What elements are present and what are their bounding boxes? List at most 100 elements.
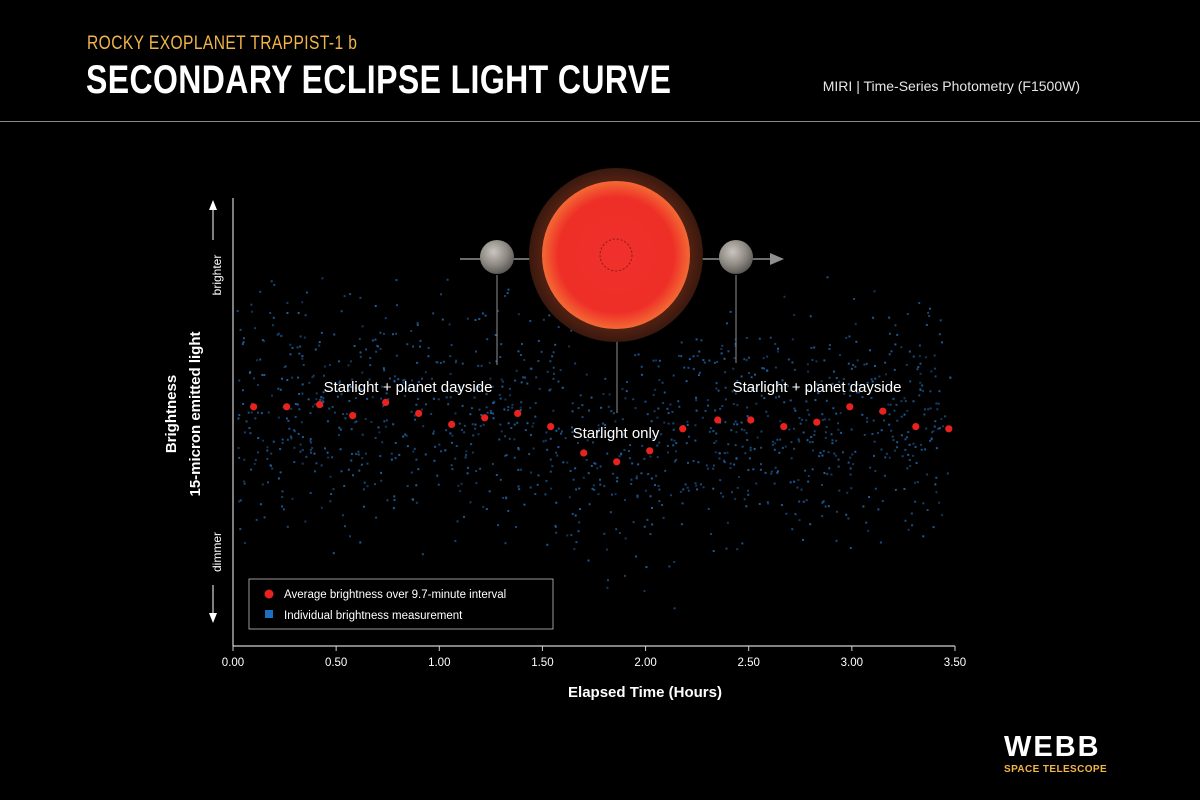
individual-measurement-point xyxy=(670,438,673,441)
individual-measurement-point xyxy=(408,386,411,389)
individual-measurement-point xyxy=(269,464,272,467)
individual-measurement-point xyxy=(555,451,558,454)
individual-measurement-point xyxy=(322,397,325,400)
individual-measurement-point xyxy=(485,406,488,409)
individual-measurement-point xyxy=(896,333,899,336)
individual-measurement-point xyxy=(808,441,811,444)
individual-measurement-point xyxy=(762,367,765,370)
individual-measurement-point xyxy=(630,482,633,485)
individual-measurement-point xyxy=(396,304,399,307)
individual-measurement-point xyxy=(249,370,252,373)
individual-measurement-point xyxy=(786,384,789,387)
individual-measurement-point xyxy=(821,419,824,422)
individual-measurement-point xyxy=(934,375,937,378)
individual-measurement-point xyxy=(926,473,929,476)
individual-measurement-point xyxy=(571,426,574,429)
individual-measurement-point xyxy=(621,388,624,391)
individual-measurement-point xyxy=(376,345,379,348)
individual-measurement-point xyxy=(263,516,266,519)
individual-measurement-point xyxy=(756,436,759,439)
individual-measurement-point xyxy=(632,431,635,434)
individual-measurement-point xyxy=(256,451,259,454)
individual-measurement-point xyxy=(914,445,917,448)
individual-measurement-point xyxy=(290,437,293,440)
individual-measurement-point xyxy=(599,465,602,468)
individual-measurement-point xyxy=(371,339,374,342)
individual-measurement-point xyxy=(807,370,810,373)
individual-measurement-point xyxy=(402,381,405,384)
individual-measurement-point xyxy=(900,434,903,437)
individual-measurement-point xyxy=(366,462,369,465)
individual-measurement-point xyxy=(517,485,520,488)
individual-measurement-point xyxy=(812,449,815,452)
individual-measurement-point xyxy=(797,479,800,482)
individual-measurement-point xyxy=(671,410,674,413)
individual-measurement-point xyxy=(517,448,520,451)
individual-measurement-point xyxy=(734,420,737,423)
individual-measurement-point xyxy=(618,532,621,535)
individual-measurement-point xyxy=(557,427,560,430)
individual-measurement-point xyxy=(837,422,840,425)
individual-measurement-point xyxy=(877,508,880,511)
individual-measurement-point xyxy=(290,407,293,410)
individual-measurement-point xyxy=(758,502,761,505)
individual-measurement-point xyxy=(849,547,852,550)
individual-measurement-point xyxy=(481,312,484,315)
individual-measurement-point xyxy=(627,450,630,453)
individual-measurement-point xyxy=(630,478,633,481)
individual-measurement-point xyxy=(361,371,364,374)
individual-measurement-point xyxy=(552,366,555,369)
individual-measurement-point xyxy=(529,434,532,437)
individual-measurement-point xyxy=(736,486,739,489)
x-tick-label: 1.00 xyxy=(428,657,450,669)
individual-measurement-point xyxy=(534,493,537,496)
individual-measurement-point xyxy=(774,466,777,469)
webb-logo: WEBB SPACE TELESCOPE xyxy=(1004,732,1122,775)
individual-measurement-point xyxy=(644,489,647,492)
individual-measurement-point xyxy=(271,467,274,470)
individual-measurement-point xyxy=(923,413,926,416)
individual-measurement-point xyxy=(341,514,344,517)
individual-measurement-point xyxy=(588,409,591,412)
individual-measurement-point xyxy=(314,348,317,351)
individual-measurement-point xyxy=(805,400,808,403)
individual-measurement-point xyxy=(458,422,461,425)
individual-measurement-point xyxy=(518,488,521,491)
individual-measurement-point xyxy=(338,434,341,437)
individual-measurement-point xyxy=(277,477,280,480)
individual-measurement-point xyxy=(506,292,509,295)
individual-measurement-point xyxy=(500,430,503,433)
individual-measurement-point xyxy=(599,478,602,481)
individual-measurement-point xyxy=(379,347,382,350)
individual-measurement-point xyxy=(446,278,449,281)
individual-measurement-point xyxy=(241,343,244,346)
individual-measurement-point xyxy=(250,303,253,306)
individual-measurement-point xyxy=(809,315,812,318)
individual-measurement-point xyxy=(519,409,522,412)
individual-measurement-point xyxy=(277,387,280,390)
individual-measurement-point xyxy=(319,398,322,401)
individual-measurement-point xyxy=(256,411,259,414)
individual-measurement-point xyxy=(779,438,782,441)
individual-measurement-point xyxy=(906,409,909,412)
individual-measurement-point xyxy=(912,442,915,445)
individual-measurement-point xyxy=(238,379,241,382)
individual-measurement-point xyxy=(519,354,522,357)
individual-measurement-point xyxy=(818,455,821,458)
individual-measurement-point xyxy=(865,362,868,365)
individual-measurement-point xyxy=(698,350,701,353)
individual-measurement-point xyxy=(779,387,782,390)
individual-measurement-point xyxy=(777,381,780,384)
individual-measurement-point xyxy=(484,314,487,317)
individual-measurement-point xyxy=(433,459,436,462)
individual-measurement-point xyxy=(486,338,489,341)
average-brightness-point xyxy=(580,449,588,457)
planet-before-eclipse-icon xyxy=(480,240,514,274)
individual-measurement-point xyxy=(863,363,866,366)
average-brightness-point xyxy=(679,425,687,433)
individual-measurement-point xyxy=(301,449,304,452)
individual-measurement-point xyxy=(301,392,304,395)
individual-measurement-point xyxy=(312,374,315,377)
individual-measurement-point xyxy=(658,359,661,362)
individual-measurement-point xyxy=(393,498,396,501)
